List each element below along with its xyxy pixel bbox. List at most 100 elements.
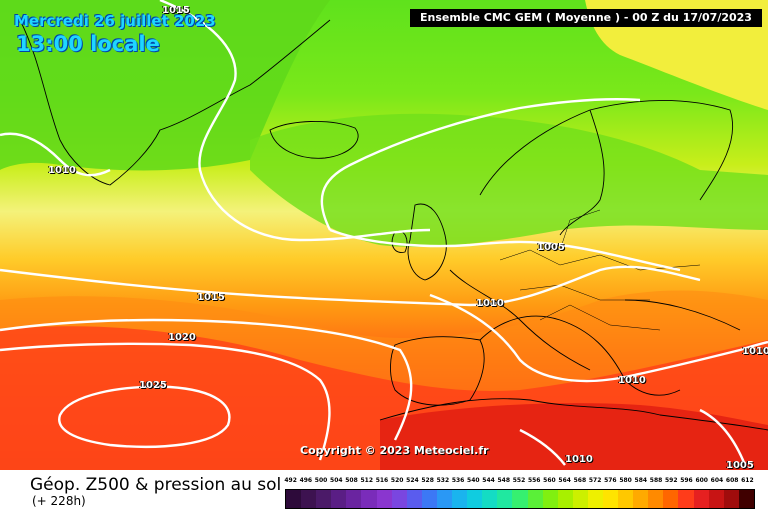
- scale-swatch: [587, 490, 603, 508]
- scale-swatch: [648, 490, 664, 508]
- scale-label: 584: [634, 477, 648, 484]
- scale-swatch: [467, 490, 483, 508]
- scale-label: 592: [664, 477, 678, 484]
- scale-label: 568: [573, 477, 587, 484]
- scale-swatch: [421, 490, 437, 508]
- scale-swatch: [618, 490, 634, 508]
- scale-label: 588: [649, 477, 663, 484]
- scale-label: 520: [390, 477, 404, 484]
- scandinavia-coast: [479, 100, 734, 236]
- scale-swatch: [452, 490, 468, 508]
- copyright-notice: Copyright © 2023 Meteociel.fr: [300, 444, 489, 457]
- scale-swatch: [723, 490, 739, 508]
- scale-swatch: [331, 490, 347, 508]
- isobar-1020-atlantic: [0, 342, 331, 461]
- scale-swatch: [738, 490, 754, 508]
- scale-label: 500: [314, 477, 328, 484]
- isobar-label: 1010: [618, 375, 646, 386]
- isobar-1015-north: [159, 0, 431, 242]
- scale-swatch: [301, 490, 317, 508]
- isobar-label: 1010: [48, 165, 76, 176]
- scale-label: 596: [680, 477, 693, 484]
- scale-swatch: [376, 490, 392, 508]
- scale-label: 524: [406, 477, 419, 484]
- iceland-coast: [269, 121, 359, 159]
- yellow-ridge-north: [585, 0, 768, 110]
- green-trough-north-sea: [250, 113, 768, 247]
- field-title: Géop. Z500 & pression au sol: [30, 475, 282, 495]
- scale-label: 608: [725, 477, 739, 484]
- scale-label: 556: [527, 477, 541, 484]
- scale-swatch: [436, 490, 453, 508]
- isobar-1010-south: [429, 293, 768, 383]
- weather-map: [0, 0, 768, 470]
- isobar-label: 1025: [139, 380, 167, 391]
- scale-swatch: [602, 490, 619, 508]
- scale-label: 604: [710, 477, 724, 484]
- isobar-label: 1005: [726, 460, 754, 471]
- scale-label: 516: [375, 477, 389, 484]
- scale-swatch: [346, 490, 362, 508]
- scale-swatch: [693, 490, 709, 508]
- forecast-local-time: 13:00 locale: [16, 32, 160, 56]
- isobar-label: 1010: [476, 298, 504, 309]
- isobar-1010-central: [0, 265, 701, 307]
- model-run-banner: Ensemble CMC GEM ( Moyenne ) - 00 Z du 1…: [410, 9, 762, 27]
- green-trough-band: [0, 0, 330, 171]
- isobar-label: 1005: [537, 242, 565, 253]
- isobar-1010-northwest: [0, 132, 111, 177]
- scale-swatch: [527, 490, 543, 508]
- isobar-label: 1015: [197, 292, 225, 303]
- scale-swatch: [497, 490, 513, 508]
- scale-swatch: [286, 490, 302, 508]
- scale-label: 580: [619, 477, 632, 484]
- scale-label: 600: [695, 477, 708, 484]
- europe-coast: [449, 269, 741, 396]
- isobar-1015-atlantic: [0, 318, 413, 441]
- isobar-label: 1010: [742, 346, 768, 357]
- scale-swatch: [678, 490, 694, 508]
- scale-label: 572: [588, 477, 602, 484]
- scale-label: 560: [543, 477, 556, 484]
- scale-label: 576: [604, 477, 617, 484]
- scale-label: 504: [330, 477, 343, 484]
- scale-label: 512: [360, 477, 373, 484]
- geopotential-field: [0, 0, 768, 470]
- country-borders: [499, 209, 701, 331]
- scale-label: 528: [421, 477, 434, 484]
- scale-label: 532: [436, 477, 450, 484]
- forecast-date: Mercredi 26 juillet 2023: [14, 12, 216, 30]
- isobar-lines: [0, 0, 768, 465]
- scale-swatch: [708, 490, 724, 508]
- scale-label: 544: [482, 477, 495, 484]
- isobar-1025-azores: [58, 385, 231, 448]
- lead-time: (+ 228h): [32, 494, 86, 508]
- scale-swatch: [512, 490, 528, 508]
- scale-swatch: [361, 490, 377, 508]
- scale-label: 564: [558, 477, 571, 484]
- isobar-1005-north-sea: [320, 98, 681, 272]
- scale-label: 508: [345, 477, 358, 484]
- scale-label: 536: [451, 477, 465, 484]
- scale-label: 548: [497, 477, 511, 484]
- scale-swatch: [406, 490, 422, 508]
- isobar-label: 1020: [168, 332, 196, 343]
- scale-swatch: [557, 490, 573, 508]
- colour-scale-bar: [285, 489, 755, 509]
- scale-swatch: [316, 490, 332, 508]
- scale-swatch: [633, 490, 649, 508]
- scale-label: 492: [284, 477, 297, 484]
- iberia-coast: [390, 336, 485, 406]
- scale-label: 496: [299, 477, 313, 484]
- greenland-coast: [19, 19, 331, 186]
- land-outlines: [19, 19, 768, 431]
- scale-label: 540: [467, 477, 480, 484]
- isobar-label: 1010: [565, 454, 593, 465]
- north-africa-coast: [379, 398, 768, 431]
- scale-swatch: [542, 490, 558, 508]
- deep-red-north-africa: [380, 403, 768, 470]
- isobar-1005-east: [699, 408, 747, 466]
- scale-label: 552: [512, 477, 526, 484]
- scale-label: 612: [741, 477, 754, 484]
